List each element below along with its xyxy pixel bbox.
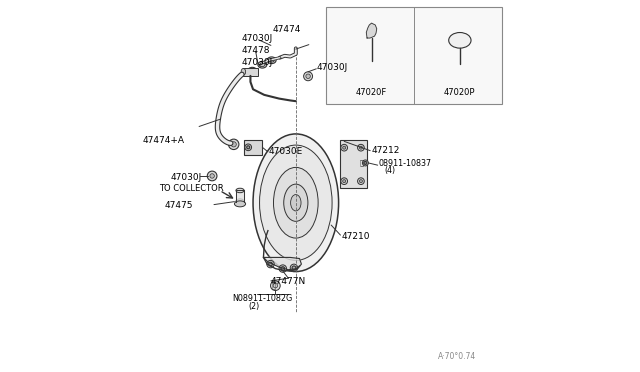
Circle shape <box>292 266 296 270</box>
Circle shape <box>269 262 273 266</box>
Polygon shape <box>264 257 301 270</box>
Ellipse shape <box>273 167 318 238</box>
Circle shape <box>267 260 275 268</box>
Bar <box>243 68 257 76</box>
Text: Ⓝ: Ⓝ <box>359 160 364 166</box>
Ellipse shape <box>284 184 308 221</box>
Ellipse shape <box>241 68 246 75</box>
Polygon shape <box>236 190 244 202</box>
Ellipse shape <box>258 61 267 68</box>
Ellipse shape <box>267 57 276 64</box>
Text: N08911-1082G: N08911-1082G <box>232 294 292 303</box>
Circle shape <box>360 180 362 183</box>
Text: 47030J: 47030J <box>317 63 348 72</box>
Circle shape <box>342 180 346 183</box>
Circle shape <box>210 174 214 178</box>
Text: 47030J: 47030J <box>241 34 273 43</box>
Circle shape <box>231 142 236 147</box>
Circle shape <box>341 144 348 151</box>
Circle shape <box>271 281 280 291</box>
Ellipse shape <box>250 69 255 73</box>
Text: 47030J: 47030J <box>241 58 273 67</box>
Ellipse shape <box>260 145 332 260</box>
Circle shape <box>291 264 298 272</box>
Text: TO COLLECTOR: TO COLLECTOR <box>159 185 224 193</box>
Ellipse shape <box>269 58 275 62</box>
Circle shape <box>306 74 310 78</box>
Ellipse shape <box>291 195 301 211</box>
Text: Ⓝ: Ⓝ <box>272 282 276 289</box>
Text: 47478: 47478 <box>241 46 269 55</box>
Text: A·70°0.74: A·70°0.74 <box>438 352 476 361</box>
Circle shape <box>362 160 369 166</box>
Text: 47474: 47474 <box>273 25 301 34</box>
Circle shape <box>281 267 285 270</box>
Ellipse shape <box>253 134 339 272</box>
Text: 47020F: 47020F <box>356 88 387 97</box>
Ellipse shape <box>236 188 244 193</box>
Circle shape <box>358 178 364 185</box>
Text: 47474+A: 47474+A <box>142 136 184 145</box>
Circle shape <box>207 171 217 181</box>
Circle shape <box>364 161 367 164</box>
Ellipse shape <box>236 199 244 204</box>
Ellipse shape <box>248 67 257 74</box>
Circle shape <box>341 178 348 185</box>
Ellipse shape <box>260 63 265 67</box>
Polygon shape <box>366 23 377 38</box>
Text: 47212: 47212 <box>371 146 400 155</box>
Circle shape <box>358 144 364 151</box>
Circle shape <box>342 146 346 149</box>
Ellipse shape <box>234 201 246 207</box>
Bar <box>340 140 367 188</box>
Text: (4): (4) <box>384 166 395 175</box>
Circle shape <box>246 146 250 149</box>
Circle shape <box>245 144 252 151</box>
Circle shape <box>303 72 312 81</box>
Text: 47030E: 47030E <box>269 147 303 156</box>
Circle shape <box>360 146 362 149</box>
Bar <box>244 140 262 155</box>
Text: 47030J: 47030J <box>170 173 202 182</box>
Ellipse shape <box>449 32 471 48</box>
Circle shape <box>273 283 278 288</box>
Text: 47477N: 47477N <box>271 277 306 286</box>
Circle shape <box>279 265 287 272</box>
Text: 47475: 47475 <box>165 201 193 210</box>
Circle shape <box>228 139 239 150</box>
Bar <box>326 7 502 104</box>
Text: 47210: 47210 <box>342 232 370 241</box>
Text: (2): (2) <box>248 302 260 311</box>
Text: 08911-10837: 08911-10837 <box>379 159 432 168</box>
Text: 47020P: 47020P <box>444 88 476 97</box>
